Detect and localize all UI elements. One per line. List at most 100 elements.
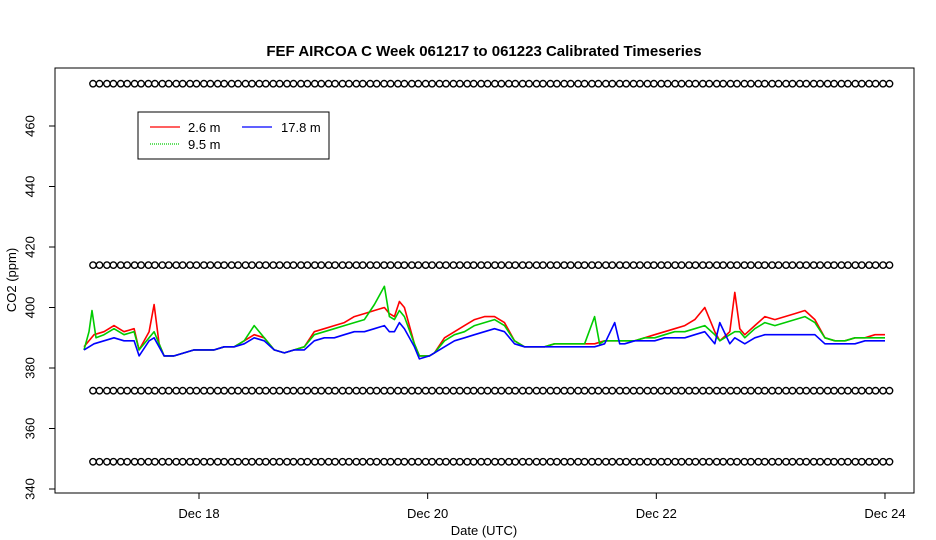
calibration-marker: [220, 457, 229, 466]
calibration-marker: [386, 79, 395, 88]
calibration-marker: [629, 386, 638, 395]
calibration-marker: [192, 79, 201, 88]
calibration-marker: [172, 457, 181, 466]
calibration-marker: [588, 79, 596, 88]
calibration-marker: [629, 79, 638, 88]
calibration-marker: [442, 79, 450, 88]
calibration-marker: [414, 261, 423, 269]
calibration-marker: [317, 457, 326, 466]
calibration-marker: [865, 386, 873, 395]
calibration-marker: [650, 386, 658, 395]
calibration-marker: [331, 386, 339, 395]
calibration-marker: [255, 457, 264, 466]
calibration-marker: [643, 261, 652, 269]
calibration-marker: [213, 386, 222, 395]
calibration-marker: [691, 386, 700, 395]
calibration-marker: [768, 261, 776, 269]
calibration-marker: [352, 261, 361, 269]
calibration-marker: [380, 457, 388, 466]
calibration-marker: [546, 79, 555, 88]
calibration-marker: [477, 261, 485, 269]
calibration-marker: [463, 386, 472, 395]
calibration-marker: [255, 261, 264, 269]
calibration-marker: [414, 79, 423, 88]
calibration-marker: [663, 386, 672, 395]
calibration-marker: [629, 457, 638, 466]
calibration-marker: [553, 79, 561, 88]
calibration-marker: [636, 79, 644, 88]
calibration-marker: [324, 79, 333, 88]
legend-label-17-8m: 17.8 m: [281, 120, 321, 135]
calibration-marker: [275, 386, 284, 395]
calibration-marker: [497, 457, 506, 466]
calibration-marker: [539, 261, 547, 269]
calibration-marker: [407, 261, 416, 269]
calibration-marker: [150, 457, 159, 466]
calibration-marker: [477, 79, 485, 88]
calibration-marker: [768, 386, 776, 395]
calibration-marker: [525, 386, 533, 395]
calibration-marker: [150, 386, 159, 395]
calibration-marker: [511, 79, 520, 88]
calibration-marker: [477, 457, 485, 466]
calibration-marker: [380, 386, 388, 395]
calibration-marker: [241, 79, 250, 88]
calibration-marker: [594, 79, 603, 88]
calibration-marker: [241, 386, 250, 395]
calibration-marker: [345, 79, 353, 88]
calibration-marker: [802, 261, 811, 269]
calibration-marker: [782, 457, 790, 466]
calibration-marker: [289, 261, 298, 269]
calibration-marker: [331, 457, 339, 466]
calibration-marker: [705, 79, 714, 88]
calibration-marker: [269, 261, 278, 269]
calibration-marker: [754, 79, 763, 88]
calibration-marker: [539, 386, 547, 395]
calibration-marker: [469, 261, 478, 269]
calibration-marker: [532, 457, 541, 466]
calibration-marker: [255, 79, 264, 88]
calibration-marker: [719, 386, 728, 395]
calibration-marker: [795, 457, 804, 466]
calibration-marker: [601, 386, 610, 395]
calibration-marker: [560, 457, 569, 466]
calibration-marker: [199, 457, 208, 466]
calibration-marker: [386, 261, 395, 269]
calibration-marker: [504, 261, 513, 269]
calibration-marker: [463, 457, 472, 466]
calibration-marker: [871, 386, 880, 395]
calibration-marker: [455, 261, 464, 269]
calibration-marker: [719, 261, 728, 269]
calibration-marker: [172, 386, 181, 395]
calibration-marker: [698, 79, 707, 88]
calibration-marker: [372, 261, 381, 269]
calibration-marker: [747, 457, 755, 466]
calibration-marker: [788, 386, 797, 395]
calibration-marker: [885, 261, 894, 269]
calibration-marker: [483, 386, 492, 395]
calibration-marker: [123, 457, 132, 466]
calibration-marker: [546, 261, 555, 269]
calibration-marker: [594, 386, 603, 395]
calibration-marker: [782, 261, 790, 269]
y-axis: 340 360 380 400 420 440 460: [22, 115, 56, 500]
calibration-marker: [393, 457, 402, 466]
calibration-marker: [317, 386, 326, 395]
calibration-marker: [103, 79, 111, 88]
calibration-marker: [358, 386, 367, 395]
calibration-marker: [289, 386, 298, 395]
calibration-marker: [580, 457, 589, 466]
calibration-marker: [795, 386, 804, 395]
calibration-marker: [747, 79, 755, 88]
calibration-marker: [726, 457, 735, 466]
calibration-marker: [671, 457, 679, 466]
calibration-marker: [220, 79, 229, 88]
calibration-marker: [234, 79, 243, 88]
calibration-marker: [712, 457, 721, 466]
calibration-marker: [393, 79, 402, 88]
calibration-marker: [421, 457, 430, 466]
calibration-marker: [574, 386, 582, 395]
calibration-marker: [663, 261, 672, 269]
calibration-marker: [733, 457, 741, 466]
calibration-marker: [795, 261, 804, 269]
